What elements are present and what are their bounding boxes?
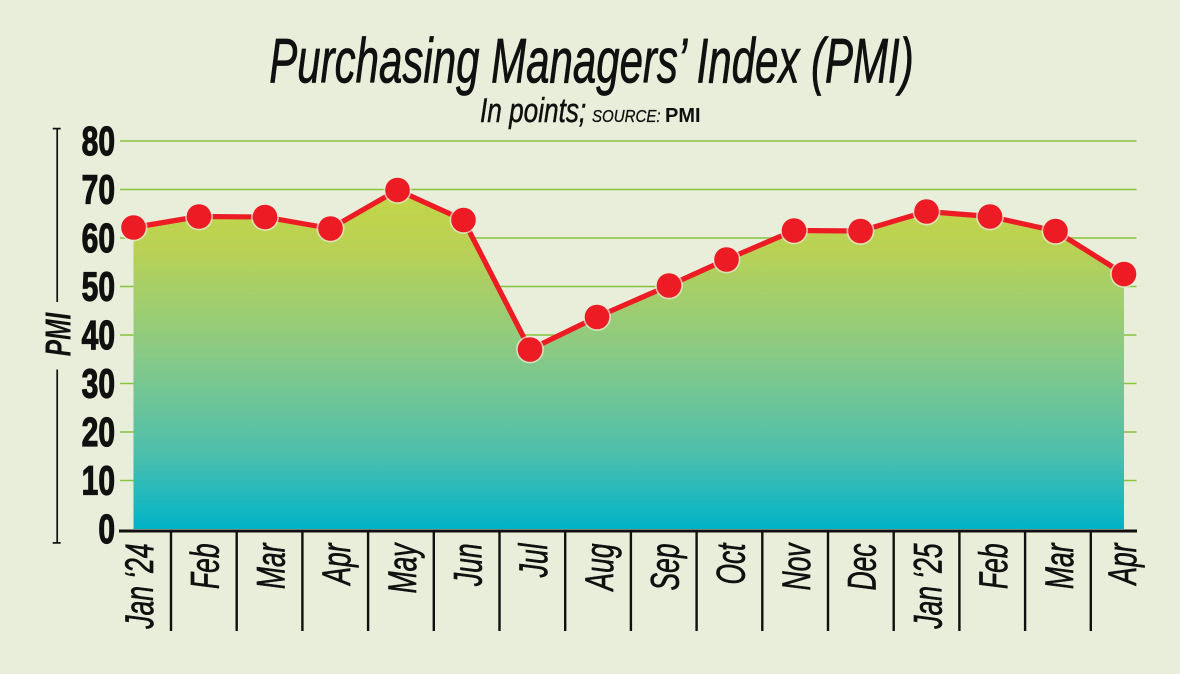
svg-text:In points;: In points; bbox=[480, 93, 586, 130]
svg-text:Jun: Jun bbox=[446, 544, 491, 587]
svg-text:40: 40 bbox=[82, 313, 115, 358]
svg-text:70: 70 bbox=[82, 167, 115, 212]
svg-text:SOURCE:: SOURCE: bbox=[592, 107, 661, 126]
svg-text:May: May bbox=[380, 542, 425, 593]
svg-text:Apr: Apr bbox=[315, 542, 360, 586]
svg-text:Mar: Mar bbox=[249, 542, 294, 589]
svg-text:Jul: Jul bbox=[512, 542, 557, 578]
svg-text:Jan ‘24: Jan ‘24 bbox=[118, 544, 163, 630]
svg-text:Aug: Aug bbox=[577, 543, 622, 592]
svg-text:Sep: Sep bbox=[643, 544, 688, 591]
svg-text:10: 10 bbox=[82, 458, 115, 503]
svg-text:20: 20 bbox=[82, 410, 115, 455]
svg-text:PMI: PMI bbox=[38, 312, 79, 357]
svg-text:Nov: Nov bbox=[775, 542, 820, 591]
svg-text:Jan ‘25: Jan ‘25 bbox=[906, 543, 951, 629]
svg-text:30: 30 bbox=[82, 361, 115, 406]
svg-text:Mar: Mar bbox=[1037, 542, 1082, 589]
svg-text:Feb: Feb bbox=[183, 544, 228, 589]
svg-text:Oct: Oct bbox=[709, 542, 754, 584]
svg-text:0: 0 bbox=[98, 507, 115, 552]
svg-text:Feb: Feb bbox=[972, 544, 1017, 589]
svg-text:60: 60 bbox=[82, 216, 115, 261]
svg-text:Dec: Dec bbox=[840, 543, 885, 590]
svg-text:Purchasing Managers’ Index (PM: Purchasing Managers’ Index (PMI) bbox=[269, 27, 913, 96]
svg-text:Apr: Apr bbox=[1101, 542, 1146, 586]
svg-text:80: 80 bbox=[82, 119, 115, 164]
svg-text:50: 50 bbox=[82, 264, 115, 309]
svg-text:PMI: PMI bbox=[665, 105, 701, 127]
